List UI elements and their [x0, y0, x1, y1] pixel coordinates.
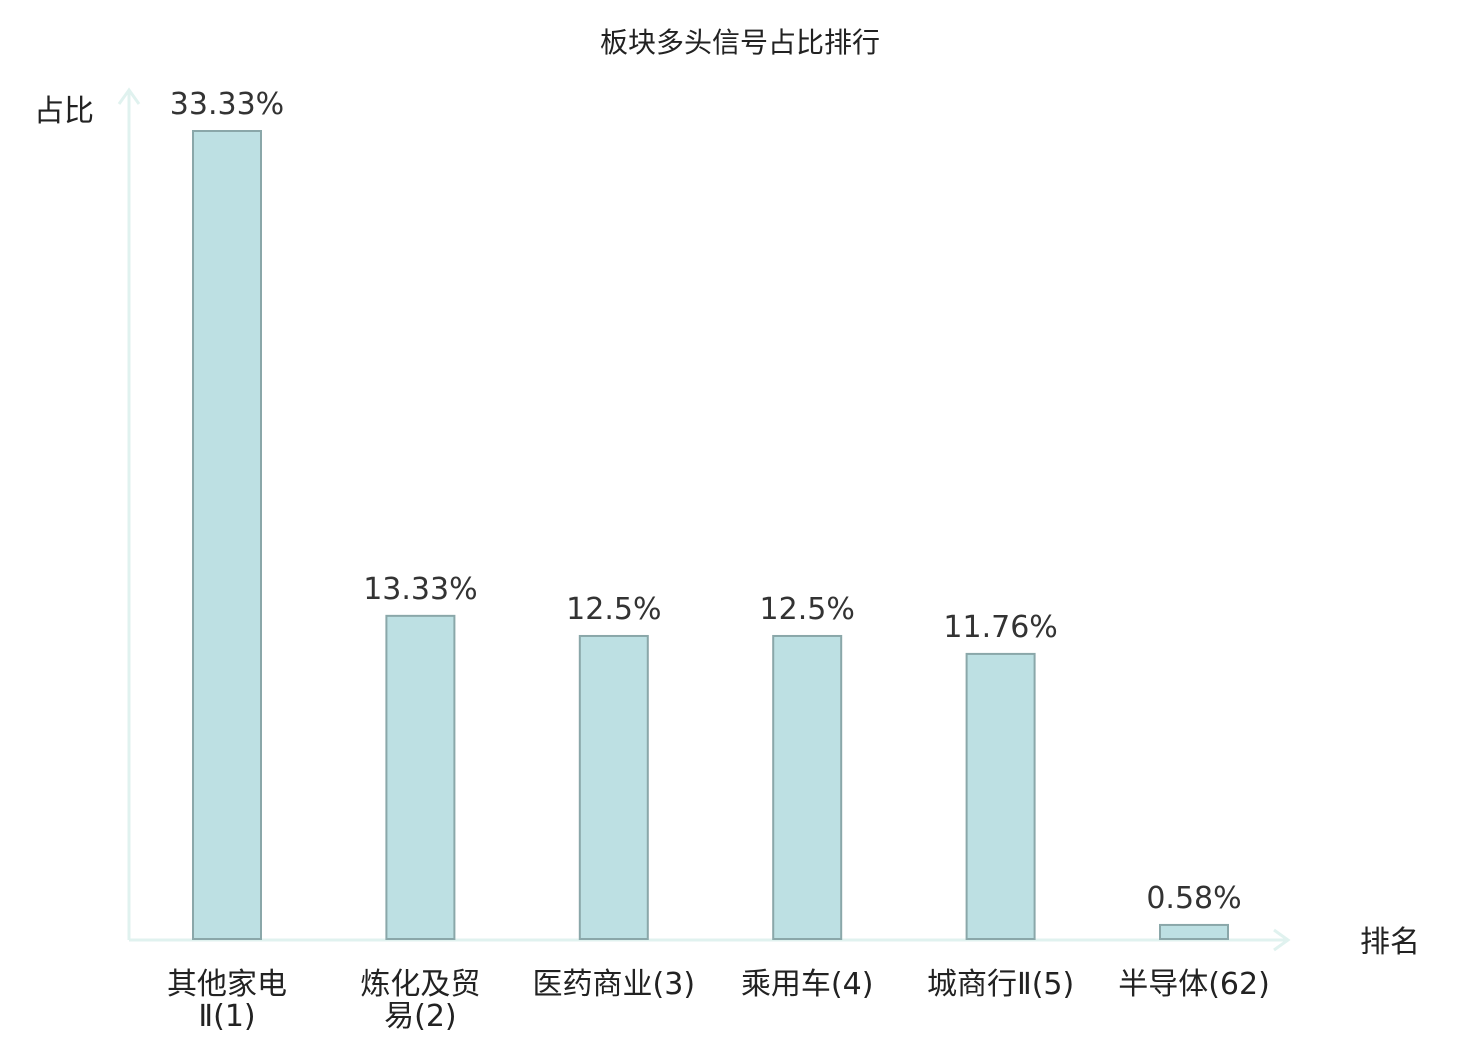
axes	[117, 87, 1291, 952]
category-label-2: 炼化及贸易(2)	[360, 967, 480, 1034]
category-label-3: 医药商业(3)	[533, 967, 696, 1002]
category-labels: 其他家电 Ⅱ(1) 炼化及贸易(2) 医药商业(3) 乘用车(4) 城商行Ⅱ(5) 半导体(…	[167, 967, 1270, 1034]
category-label-5: 城商行Ⅱ(5)	[927, 967, 1074, 1002]
value-label-6: 0.58%	[1146, 881, 1241, 916]
bar-1	[192, 130, 262, 940]
category-label-1: 其他家电 Ⅱ(1)	[167, 967, 287, 1034]
value-label-2: 13.33%	[363, 572, 477, 607]
bar-5	[965, 652, 1036, 941]
bar-3	[578, 634, 649, 941]
bar-4	[772, 634, 843, 941]
bars	[192, 130, 1229, 941]
value-labels: 33.33% 13.33% 12.5% 12.5% 11.76% 0.58%	[170, 87, 1242, 916]
y-axis-arrow-icon	[117, 87, 141, 105]
value-label-4: 12.5%	[760, 592, 855, 627]
x-axis-label: 排名	[1360, 925, 1420, 960]
bar-6	[1159, 923, 1229, 940]
value-label-1: 33.33%	[170, 87, 284, 122]
bar-2	[385, 614, 456, 941]
x-axis-arrow-icon	[1273, 928, 1291, 952]
value-label-5: 11.76%	[943, 610, 1057, 645]
value-label-3: 12.5%	[566, 592, 661, 627]
category-label-4: 乘用车(4)	[741, 967, 874, 1002]
category-label-6: 半导体(62)	[1118, 967, 1270, 1002]
y-axis-label: 占比	[34, 94, 94, 129]
chart-title: 板块多头信号占比排行	[600, 26, 880, 59]
